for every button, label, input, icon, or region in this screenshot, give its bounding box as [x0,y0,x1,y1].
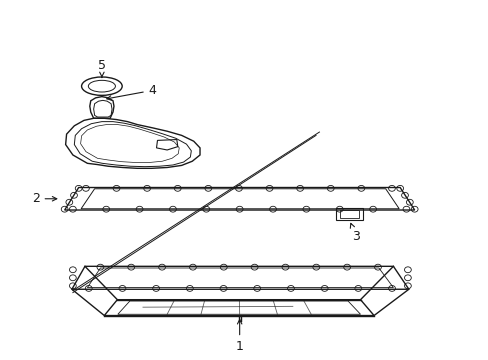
Text: 1: 1 [235,320,243,353]
Text: 4: 4 [106,84,156,100]
Text: 5: 5 [98,59,106,77]
Text: 2: 2 [32,192,57,205]
Text: 3: 3 [349,223,359,243]
